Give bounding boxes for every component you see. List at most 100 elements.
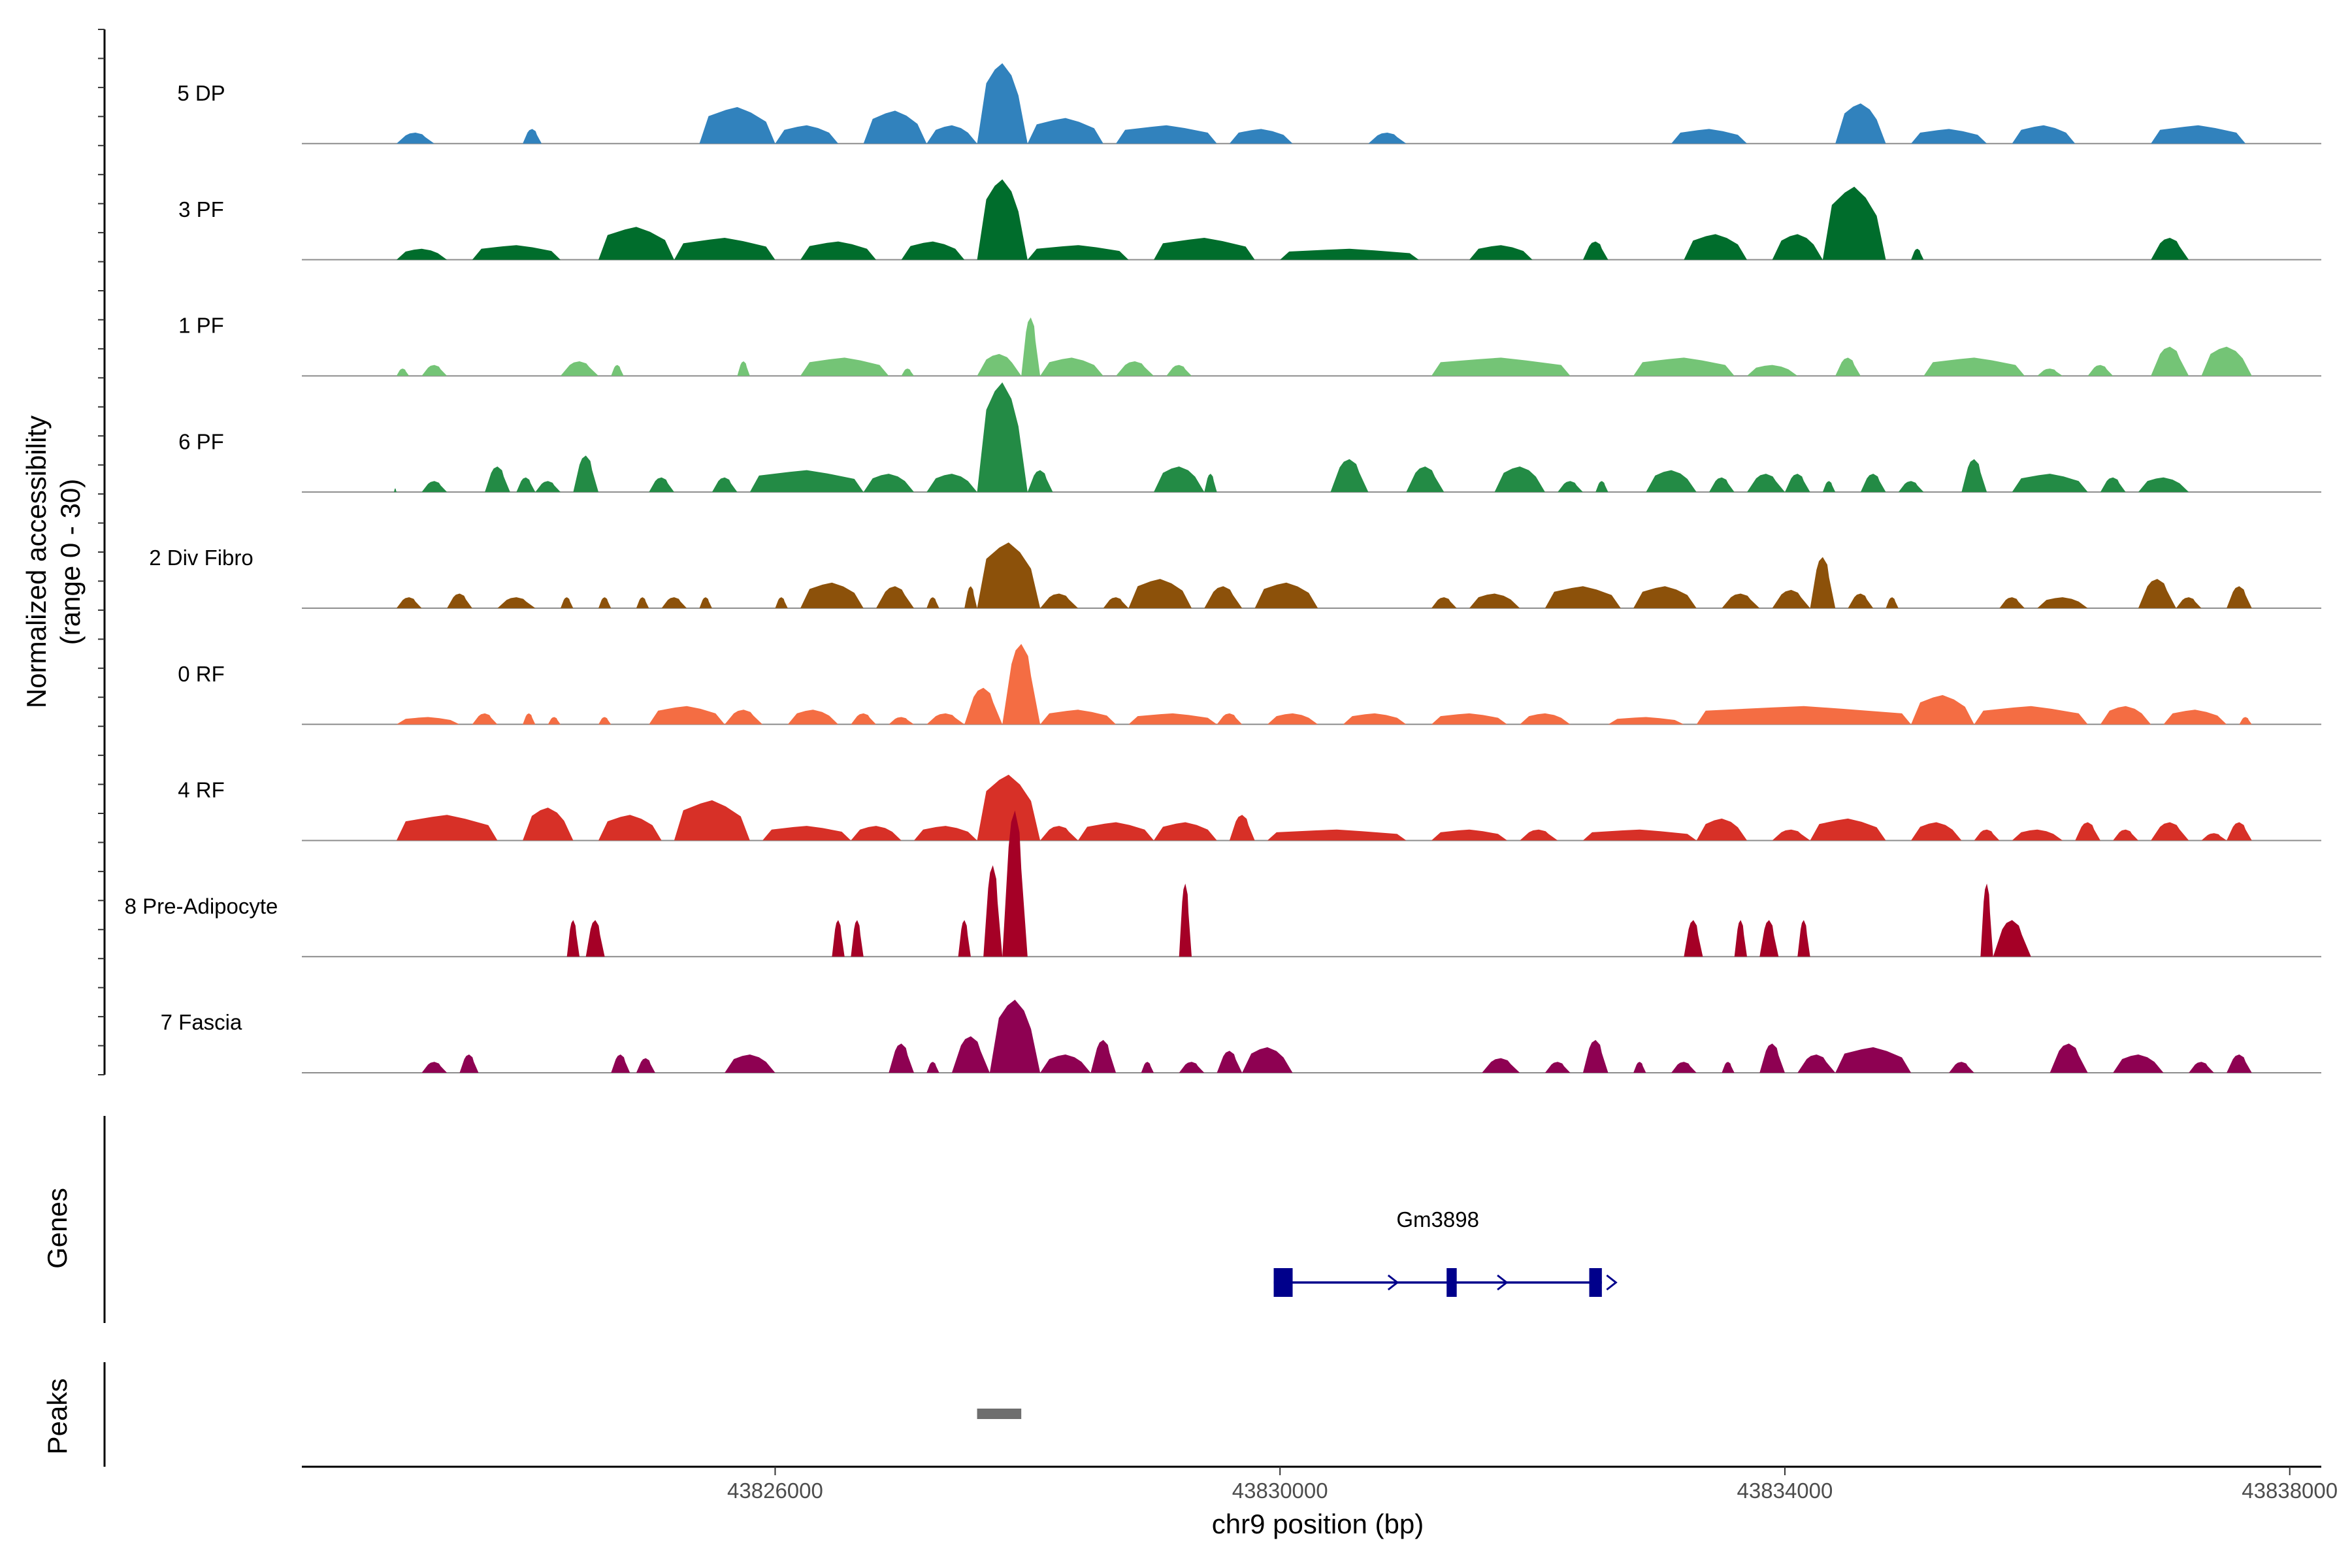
coverage-region: [611, 365, 624, 376]
coverage-region: [1671, 1062, 1697, 1073]
coverage-region: [1494, 466, 1545, 493]
track-label: 6 PF: [178, 429, 224, 453]
coverage-region: [964, 687, 1003, 725]
coverage-region: [737, 361, 750, 376]
coverage-region: [1822, 186, 1886, 260]
coverage-region: [889, 717, 914, 725]
coverage-region: [1040, 710, 1117, 725]
coverage-region: [2012, 829, 2063, 841]
coverage-region: [1229, 815, 1255, 841]
coverage-region: [1646, 470, 1697, 493]
coverage-region: [396, 133, 434, 144]
coverage-region: [832, 920, 845, 957]
track-label: 7 Fascia: [161, 1010, 242, 1034]
coverage-region: [649, 477, 674, 493]
y-axis-title-line2: (range 0 - 30): [55, 479, 86, 645]
coverage-region: [1368, 133, 1407, 144]
track-3-pf: 3 PF: [178, 179, 2321, 261]
coverage-region: [674, 238, 776, 260]
coverage-region: [1772, 829, 1810, 841]
coverage-region: [1267, 829, 1407, 841]
coverage-region: [1154, 238, 1255, 260]
coverage-region: [2050, 1043, 2088, 1073]
coverage-region: [1810, 818, 1886, 841]
coverage-region: [876, 586, 914, 608]
coverage-region: [1229, 129, 1293, 144]
coverage-region: [523, 129, 542, 144]
coverage-region: [1078, 822, 1154, 841]
coverage-region: [1520, 713, 1571, 725]
gene-exon: [1589, 1268, 1602, 1297]
coverage-region: [725, 1054, 776, 1073]
coverage-region: [1759, 920, 1779, 957]
coverage-region: [1027, 245, 1129, 260]
coverage-region: [421, 365, 448, 376]
coverage-region: [1974, 706, 2088, 725]
coverage-region: [447, 593, 472, 608]
coverage-region: [775, 597, 788, 608]
coverage-region: [901, 368, 914, 376]
coverage-region: [1822, 481, 1836, 493]
coverage-region: [977, 63, 1028, 144]
coverage-region: [1582, 829, 1697, 841]
coverage-region: [1482, 1058, 1520, 1073]
coverage-region: [1166, 365, 1192, 376]
coverage-region: [1090, 1039, 1117, 1073]
coverage-region: [762, 826, 851, 841]
coverage-region: [851, 826, 902, 841]
coverage-region: [1848, 593, 1874, 608]
coverage-region: [964, 586, 977, 608]
coverage-region: [1709, 477, 1735, 493]
coverage-region: [421, 1062, 448, 1073]
coverage-region: [2151, 238, 2189, 260]
coverage-region: [1204, 474, 1217, 493]
coverage-region: [1116, 361, 1154, 376]
coverage-region: [1785, 474, 1810, 493]
coverage-region: [863, 474, 914, 493]
coverage-region: [2100, 706, 2151, 725]
coverage-region: [396, 815, 498, 841]
coverage-region: [1431, 597, 1457, 608]
coverage-region: [472, 245, 561, 260]
coverage-region: [1696, 706, 1912, 725]
coverage-region: [2227, 1054, 2252, 1073]
coverage-region: [699, 597, 712, 608]
coverage-region: [977, 774, 1041, 841]
coverage-region: [1696, 818, 1747, 841]
track-2-div-fibro: 2 Div Fibro: [149, 542, 2321, 609]
coverage-region: [1520, 829, 1558, 841]
coverage-region: [749, 470, 864, 493]
coverage-region: [396, 597, 422, 608]
coverage-region: [989, 1000, 1041, 1073]
x-tick-label: 43826000: [727, 1478, 823, 1503]
coverage-region: [1747, 365, 1798, 376]
coverage-region: [2163, 710, 2227, 725]
coverage-tracks: 5 DP 3 PF 1 PF 6 PF 2 Div Fibro 0 RF 4 RF 8 Pre…: [125, 63, 2321, 1073]
genes-axis-title: Genes: [42, 1188, 73, 1269]
coverage-region: [1633, 586, 1697, 608]
coverage-region: [497, 597, 536, 608]
coverage-region: [926, 597, 939, 608]
coverage-region: [566, 920, 580, 957]
coverage-region: [926, 713, 965, 725]
coverage-region: [1911, 248, 1924, 260]
coverage-region: [1974, 829, 2000, 841]
coverage-region: [1141, 1062, 1154, 1073]
coverage-region: [1431, 357, 1571, 376]
coverage-region: [2075, 822, 2100, 841]
coverage-region: [1980, 883, 1993, 957]
coverage-region: [1810, 557, 1836, 608]
coverage-region: [1204, 586, 1243, 608]
peaks-panel: [103, 1362, 1022, 1467]
coverage-region: [699, 106, 776, 144]
coverage-region: [2227, 586, 2252, 608]
coverage-region: [1040, 1054, 1091, 1073]
coverage-region: [1179, 1062, 1205, 1073]
coverage-region: [1684, 920, 1703, 957]
coverage-region: [2012, 474, 2088, 493]
coverage-region: [421, 481, 448, 493]
coverage-region: [889, 1043, 914, 1073]
coverage-region: [1544, 1062, 1571, 1073]
coverage-region: [2138, 477, 2189, 493]
coverage-region: [1179, 883, 1192, 957]
